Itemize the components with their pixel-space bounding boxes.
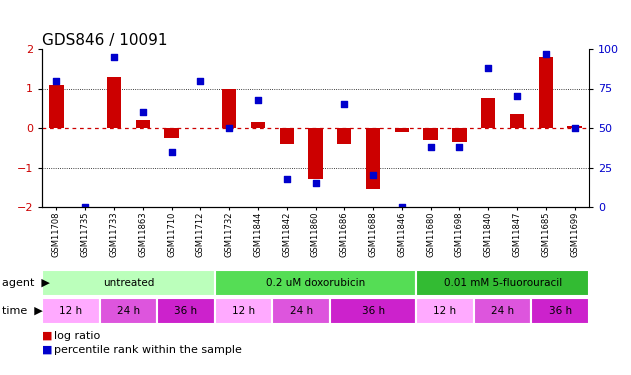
Point <box>483 65 493 71</box>
Point <box>253 96 263 102</box>
Text: ■: ■ <box>42 331 52 341</box>
Bar <box>510 114 524 128</box>
Bar <box>215 297 273 324</box>
Point <box>138 109 148 115</box>
Text: 12 h: 12 h <box>59 306 83 316</box>
Point <box>195 78 205 84</box>
Bar <box>416 270 589 297</box>
Point <box>512 93 522 99</box>
Point <box>310 180 321 186</box>
Point <box>368 172 378 178</box>
Text: time  ▶: time ▶ <box>2 306 43 316</box>
Text: 36 h: 36 h <box>174 306 198 316</box>
Text: agent  ▶: agent ▶ <box>2 278 50 288</box>
Text: 0.01 mM 5-fluorouracil: 0.01 mM 5-fluorouracil <box>444 278 562 288</box>
Bar <box>330 297 416 324</box>
Bar <box>107 76 121 128</box>
Bar <box>394 128 409 132</box>
Text: GDS846 / 10091: GDS846 / 10091 <box>42 33 167 48</box>
Point <box>51 78 61 84</box>
Bar <box>100 297 157 324</box>
Text: percentile rank within the sample: percentile rank within the sample <box>54 345 242 355</box>
Text: 24 h: 24 h <box>117 306 140 316</box>
Bar <box>49 84 64 128</box>
Bar <box>280 128 294 144</box>
Text: log ratio: log ratio <box>54 331 100 341</box>
Bar <box>416 297 474 324</box>
Point <box>339 101 350 107</box>
Point <box>281 176 292 181</box>
Bar <box>157 297 215 324</box>
Bar <box>423 128 438 140</box>
Bar <box>474 297 531 324</box>
Point <box>80 204 90 210</box>
Text: 36 h: 36 h <box>362 306 385 316</box>
Text: untreated: untreated <box>103 278 154 288</box>
Bar <box>366 128 380 189</box>
Text: 0.2 uM doxorubicin: 0.2 uM doxorubicin <box>266 278 365 288</box>
Bar <box>337 128 351 144</box>
Point <box>541 51 551 57</box>
Bar <box>452 128 467 142</box>
Bar <box>567 126 582 128</box>
Point <box>397 204 407 210</box>
Point <box>570 125 580 131</box>
Bar <box>42 270 215 297</box>
Text: 24 h: 24 h <box>491 306 514 316</box>
Point <box>109 54 119 60</box>
Text: 24 h: 24 h <box>290 306 313 316</box>
Text: 36 h: 36 h <box>548 306 572 316</box>
Bar <box>309 128 322 179</box>
Bar <box>531 297 589 324</box>
Point <box>167 149 177 155</box>
Bar <box>215 270 416 297</box>
Bar <box>136 120 150 128</box>
Bar <box>42 297 100 324</box>
Bar <box>273 297 330 324</box>
Bar <box>164 128 179 138</box>
Point <box>224 125 234 131</box>
Text: 12 h: 12 h <box>232 306 255 316</box>
Text: ■: ■ <box>42 345 52 355</box>
Text: 12 h: 12 h <box>433 306 457 316</box>
Point <box>454 144 464 150</box>
Point <box>426 144 436 150</box>
Bar <box>251 122 265 128</box>
Bar <box>222 88 237 128</box>
Bar <box>481 98 495 128</box>
Bar <box>539 57 553 128</box>
